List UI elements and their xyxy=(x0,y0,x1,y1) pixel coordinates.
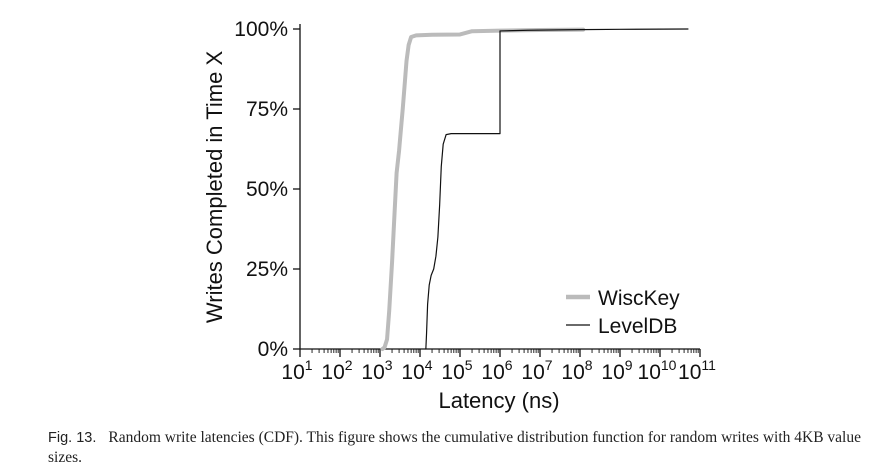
series-line-wisckey xyxy=(380,27,586,351)
x-tick-label: 1011 xyxy=(678,357,716,384)
cdf-chart: 0% 25% 50% 75% 100% 101 102 103 104 105 106 107 108… xyxy=(202,18,716,413)
x-axis-title: Latency (ns) xyxy=(438,388,559,413)
x-tick-label: 104 xyxy=(401,357,432,384)
series-layer xyxy=(380,27,689,351)
x-tick-label: 102 xyxy=(321,357,352,384)
y-tick-label: 25% xyxy=(246,258,288,281)
y-tick-label: 50% xyxy=(246,178,288,201)
figure-label: Fig. 13. xyxy=(48,430,97,446)
x-tick-label: 109 xyxy=(601,357,632,384)
y-tick-label: 100% xyxy=(234,18,288,41)
x-tick-label: 1010 xyxy=(638,357,677,384)
figure-caption: Fig. 13. Random write latencies (CDF). Th… xyxy=(48,428,878,467)
x-tick-label: 108 xyxy=(561,357,592,384)
x-tick-label: 103 xyxy=(361,357,392,384)
y-tick-label: 0% xyxy=(258,338,288,361)
y-tick-label: 75% xyxy=(246,98,288,121)
caption-text: Random write latencies (CDF). This figur… xyxy=(48,429,861,466)
y-ticks: 0% 25% 50% 75% 100% xyxy=(234,18,300,361)
y-axis-title: Writes Completed in Time X xyxy=(202,51,227,324)
legend: WiscKey LevelDB xyxy=(566,287,680,338)
x-tick-label: 107 xyxy=(521,357,552,384)
series-line-leveldb xyxy=(425,28,689,350)
x-tick-label: 101 xyxy=(281,357,312,384)
legend-label-wisckey: WiscKey xyxy=(598,287,680,310)
legend-label-leveldb: LevelDB xyxy=(598,315,677,338)
x-tick-label: 106 xyxy=(481,357,512,384)
x-ticks: 101 102 103 104 105 106 107 108 109 1010 1011 xyxy=(281,349,716,384)
x-tick-label: 105 xyxy=(441,357,472,384)
